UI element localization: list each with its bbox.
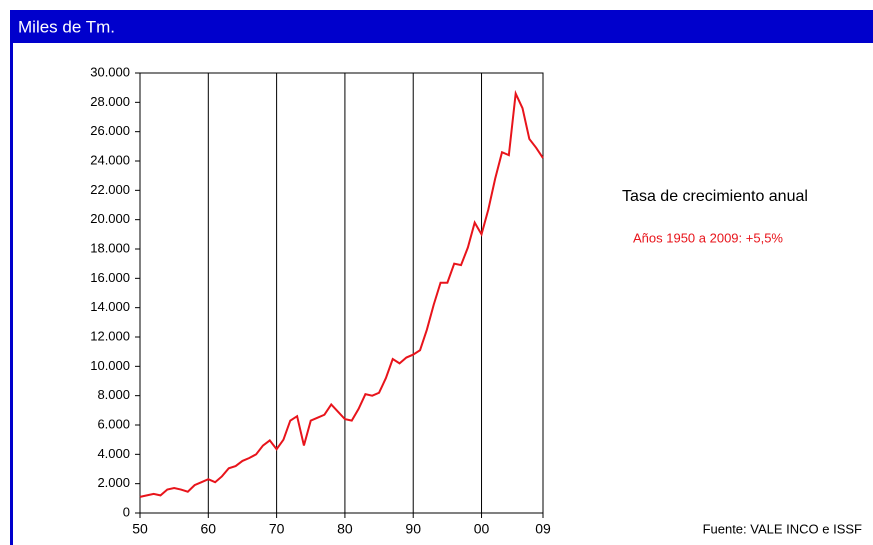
y-tick-label: 0 (123, 504, 130, 519)
y-tick-label: 26.000 (90, 123, 130, 138)
y-tick-label: 6.000 (97, 416, 130, 431)
y-tick-label: 4.000 (97, 446, 130, 461)
x-tick-label: 00 (474, 521, 490, 537)
x-tick-label: 60 (201, 521, 217, 537)
header-bar (10, 10, 873, 43)
source: Fuente: VALE INCO e ISSF (703, 521, 862, 536)
x-tick-label: 80 (337, 521, 353, 537)
y-tick-label: 22.000 (90, 182, 130, 197)
x-tick-label: 90 (405, 521, 421, 537)
y-tick-label: 30.000 (90, 64, 130, 79)
y-tick-label: 8.000 (97, 387, 130, 402)
x-tick-label: 50 (132, 521, 148, 537)
y-tick-label: 12.000 (90, 328, 130, 343)
y-tick-label: 20.000 (90, 211, 130, 226)
y-tick-label: 2.000 (97, 475, 130, 490)
plot-frame (139, 72, 544, 514)
y-tick-label: 10.000 (90, 358, 130, 373)
left-border (10, 43, 13, 545)
x-tick-label: 70 (269, 521, 285, 537)
chart-title: Miles de Tm. (18, 17, 115, 36)
data-line (139, 89, 544, 498)
x-tick-label: 09 (535, 521, 551, 537)
y-tick-label: 16.000 (90, 270, 130, 285)
growth-rate: Años 1950 a 2009: +5,5% (633, 230, 783, 245)
y-tick-label: 28.000 (90, 94, 130, 109)
y-tick-label: 24.000 (90, 152, 130, 167)
y-tick-label: 14.000 (90, 299, 130, 314)
annotation: Tasa de crecimiento anual (622, 188, 808, 205)
y-tick-label: 18.000 (90, 240, 130, 255)
